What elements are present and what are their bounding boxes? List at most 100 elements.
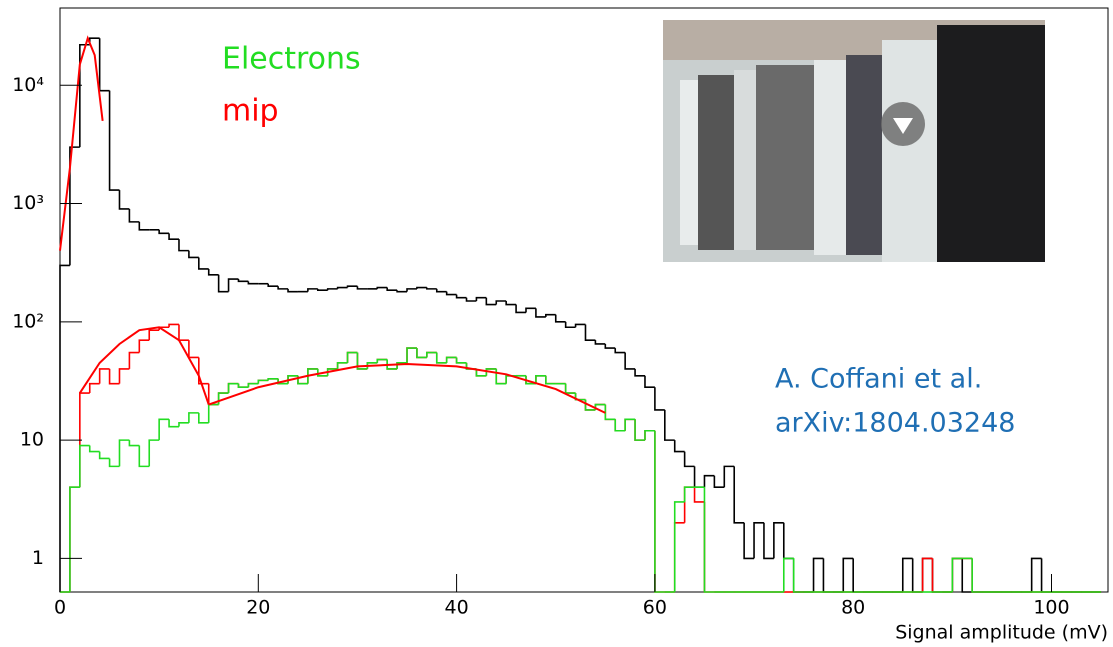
histogram-bin <box>148 329 160 341</box>
histogram-bin <box>287 288 298 293</box>
histogram-bin <box>108 90 120 191</box>
legend-entry: mip <box>222 94 279 129</box>
histogram-bin <box>69 146 80 266</box>
photo-strip <box>882 40 937 262</box>
histogram-bin <box>693 487 705 503</box>
photo-strip <box>846 55 882 255</box>
x-tick-label: 40 <box>445 597 469 619</box>
histogram-bin <box>168 233 179 240</box>
histogram-bin <box>485 368 497 376</box>
histogram-bin <box>198 257 209 270</box>
histogram-bin <box>426 351 437 358</box>
x-tick-label: 0 <box>54 597 66 619</box>
histogram-bin <box>673 440 685 453</box>
histogram-bin <box>753 522 764 559</box>
histogram-bin <box>108 368 120 385</box>
histogram-bin <box>307 288 318 292</box>
histogram-bin <box>624 352 636 370</box>
histogram-bin <box>138 339 150 353</box>
histogram-bin <box>416 348 427 359</box>
histogram-bin <box>485 297 497 306</box>
y-tick-label: 10³ <box>12 192 44 214</box>
annotation: arXiv:1804.03248 <box>775 408 1015 439</box>
histogram-bin <box>455 294 467 299</box>
histogram-bin <box>664 409 675 441</box>
histogram-bin <box>128 208 140 223</box>
photo <box>663 20 1045 262</box>
histogram-bin <box>634 368 645 377</box>
histogram-bin <box>644 429 655 441</box>
histogram-bin <box>614 419 626 432</box>
histogram-bin <box>416 286 427 289</box>
histogram-bin <box>495 300 507 305</box>
histogram-bin <box>88 382 100 394</box>
histogram-bin <box>237 279 249 283</box>
histogram-bin <box>118 439 130 467</box>
histogram-bin <box>812 557 824 592</box>
histogram-bin <box>346 351 358 363</box>
x-tick-label: 100 <box>1033 597 1069 619</box>
histogram-bin <box>475 368 487 377</box>
histogram-bin <box>207 268 219 276</box>
histogram-bin <box>138 221 150 231</box>
x-axis-label: Signal amplitude (mV) <box>895 622 1108 644</box>
histogram-bin <box>198 357 209 385</box>
histogram-bin <box>336 286 348 289</box>
histogram-bin <box>227 278 239 292</box>
histogram-bin <box>743 522 755 560</box>
histogram-bin <box>594 340 606 345</box>
histogram-bin <box>108 458 120 468</box>
histogram-bin <box>505 301 517 306</box>
histogram-bin <box>158 418 170 441</box>
histogram-bin <box>326 288 338 291</box>
histogram-bin <box>673 501 685 592</box>
photo-board <box>937 25 1045 262</box>
histogram-bin <box>356 286 368 290</box>
histogram-bin <box>455 357 467 364</box>
x-tick-label: 80 <box>841 597 865 619</box>
histogram-bin <box>376 358 388 363</box>
histogram-bin <box>88 445 100 453</box>
histogram-bin <box>564 321 576 329</box>
y-tick-label: 10 <box>20 429 44 451</box>
histogram-bin <box>465 297 477 302</box>
histogram-bin <box>376 286 388 289</box>
histogram-bin <box>634 419 645 441</box>
histogram-bin <box>386 287 398 292</box>
histogram-bin <box>604 404 616 421</box>
histogram-bin <box>495 368 507 385</box>
histogram-bin <box>69 486 80 592</box>
histogram-bin <box>733 466 745 524</box>
histogram-bin <box>316 288 328 292</box>
fit-curve <box>78 326 210 405</box>
histogram-bin <box>842 557 854 592</box>
histogram-bin <box>237 383 249 389</box>
annotation: A. Coffani et al. <box>775 364 982 395</box>
histogram-bin <box>178 239 189 252</box>
histogram-bin <box>128 351 140 369</box>
photo-strip <box>680 80 698 245</box>
y-tick-label: 1 <box>32 547 44 569</box>
x-tick-label: 60 <box>643 597 667 619</box>
histogram-bin <box>118 368 130 384</box>
histogram-bin <box>525 375 536 385</box>
histogram-bin <box>79 444 90 488</box>
histogram-bin <box>396 290 408 293</box>
histogram-bin <box>703 474 715 488</box>
histogram-bin <box>961 558 973 593</box>
histogram-bin <box>475 296 487 302</box>
histogram-bin <box>713 475 725 488</box>
histogram-bin <box>178 422 189 427</box>
histogram-bin <box>346 285 358 288</box>
photo-strip <box>734 70 756 250</box>
fit-curve <box>59 35 104 251</box>
histogram-bin <box>782 557 794 592</box>
histogram-bin <box>723 465 735 488</box>
histogram-bin <box>574 323 586 328</box>
histogram-bin <box>554 314 566 323</box>
fit-curve <box>208 363 606 414</box>
histogram-bin <box>792 558 804 593</box>
histogram-bin <box>257 379 269 384</box>
histogram-bin <box>188 412 199 423</box>
